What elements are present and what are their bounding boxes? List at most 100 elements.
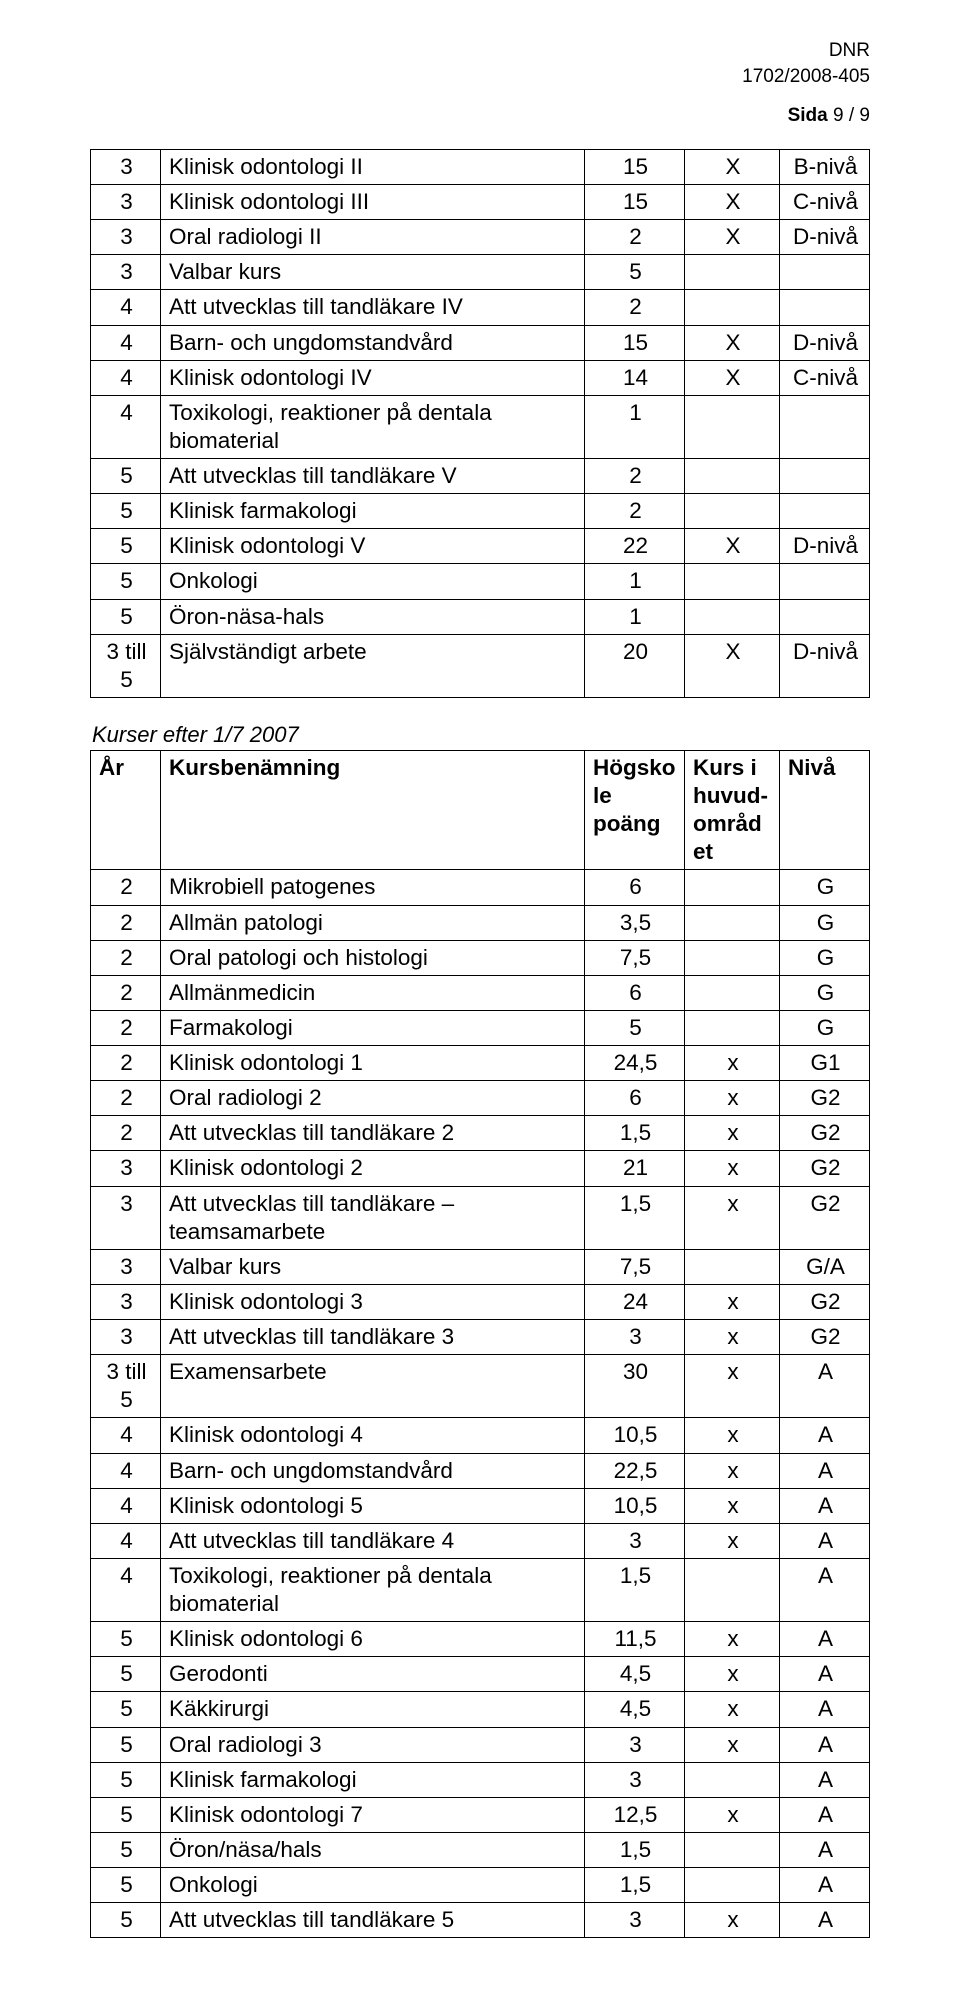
cell-level: G1 — [780, 1046, 870, 1081]
cell-points: 10,5 — [585, 1488, 685, 1523]
table-row: 2Klinisk odontologi 124,5xG1 — [91, 1046, 870, 1081]
cell-level: G2 — [780, 1320, 870, 1355]
table-row: 4Klinisk odontologi 510,5xA — [91, 1488, 870, 1523]
cell-points: 12,5 — [585, 1797, 685, 1832]
cell-main-area: x — [685, 1488, 780, 1523]
cell-main-area: x — [685, 1418, 780, 1453]
cell-year: 3 — [91, 1284, 161, 1319]
cell-points: 15 — [585, 325, 685, 360]
cell-year: 5 — [91, 564, 161, 599]
table-row: 5Klinisk farmakologi2 — [91, 494, 870, 529]
cell-year: 4 — [91, 360, 161, 395]
cell-points: 24 — [585, 1284, 685, 1319]
cell-course-name: Onkologi — [161, 564, 585, 599]
table-row: 4Barn- och ungdomstandvård15XD-nivå — [91, 325, 870, 360]
cell-year: 5 — [91, 1727, 161, 1762]
cell-main-area — [685, 1010, 780, 1045]
table-row: 4Att utvecklas till tandläkare IV2 — [91, 290, 870, 325]
cell-points: 1,5 — [585, 1832, 685, 1867]
cell-course-name: Klinisk odontologi II — [161, 149, 585, 184]
cell-course-name: Klinisk odontologi 1 — [161, 1046, 585, 1081]
cell-main-area — [685, 1249, 780, 1284]
cell-course-name: Valbar kurs — [161, 255, 585, 290]
cell-course-name: Onkologi — [161, 1868, 585, 1903]
cell-year: 5 — [91, 1622, 161, 1657]
cell-course-name: Klinisk odontologi V — [161, 529, 585, 564]
table-row: 4Toxikologi, reaktioner på dentala bioma… — [91, 395, 870, 458]
cell-points: 1 — [585, 599, 685, 634]
courses-table-before-2007: 3Klinisk odontologi II15XB-nivå3Klinisk … — [90, 149, 870, 698]
table-row: 3 till 5Examensarbete30xA — [91, 1355, 870, 1418]
cell-main-area — [685, 1832, 780, 1867]
cell-year: 3 — [91, 220, 161, 255]
table-row: 5Klinisk farmakologi3A — [91, 1762, 870, 1797]
cell-points: 2 — [585, 220, 685, 255]
cell-points: 3 — [585, 1727, 685, 1762]
cell-main-area — [685, 1558, 780, 1621]
table-row: 3Oral radiologi II2XD-nivå — [91, 220, 870, 255]
table-row: 5Öron/näsa/hals1,5A — [91, 1832, 870, 1867]
cell-course-name: Öron-näsa-hals — [161, 599, 585, 634]
cell-main-area: X — [685, 360, 780, 395]
cell-points: 10,5 — [585, 1418, 685, 1453]
section-title-after-2007: Kurser efter 1/7 2007 — [92, 722, 870, 748]
cell-points: 7,5 — [585, 1249, 685, 1284]
cell-points: 2 — [585, 459, 685, 494]
cell-main-area — [685, 599, 780, 634]
cell-points: 1,5 — [585, 1868, 685, 1903]
table-header-row: År Kursbenämning Högskole poäng Kurs i h… — [91, 750, 870, 870]
table-row: 5Oral radiologi 33xA — [91, 1727, 870, 1762]
cell-course-name: Klinisk farmakologi — [161, 1762, 585, 1797]
table-row: 2Allmänmedicin6G — [91, 975, 870, 1010]
cell-points: 6 — [585, 870, 685, 905]
cell-year: 5 — [91, 1832, 161, 1867]
cell-year: 4 — [91, 290, 161, 325]
cell-main-area: x — [685, 1903, 780, 1938]
header-sida: Sida 9 / 9 — [90, 103, 870, 129]
cell-level: A — [780, 1868, 870, 1903]
cell-year: 5 — [91, 494, 161, 529]
cell-level: A — [780, 1622, 870, 1657]
cell-main-area — [685, 459, 780, 494]
table-row: 4Att utvecklas till tandläkare 43xA — [91, 1523, 870, 1558]
table-row: 3Klinisk odontologi III15XC-nivå — [91, 185, 870, 220]
cell-points: 24,5 — [585, 1046, 685, 1081]
cell-points: 4,5 — [585, 1692, 685, 1727]
table-row: 5Öron-näsa-hals1 — [91, 599, 870, 634]
table-row: 3Att utvecklas till tandläkare – teamsam… — [91, 1186, 870, 1249]
cell-course-name: Examensarbete — [161, 1355, 585, 1418]
cell-year: 5 — [91, 1797, 161, 1832]
cell-year: 3 — [91, 1186, 161, 1249]
cell-level: D-nivå — [780, 529, 870, 564]
cell-main-area: x — [685, 1081, 780, 1116]
cell-points: 20 — [585, 634, 685, 697]
cell-course-name: Allmänmedicin — [161, 975, 585, 1010]
cell-course-name: Att utvecklas till tandläkare 5 — [161, 1903, 585, 1938]
cell-course-name: Klinisk odontologi 6 — [161, 1622, 585, 1657]
page: DNR 1702/2008-405 Sida 9 / 9 3Klinisk od… — [0, 0, 960, 1998]
cell-course-name: Klinisk odontologi III — [161, 185, 585, 220]
cell-level: A — [780, 1692, 870, 1727]
table-row: 3Att utvecklas till tandläkare 33xG2 — [91, 1320, 870, 1355]
cell-level: A — [780, 1727, 870, 1762]
cell-course-name: Att utvecklas till tandläkare V — [161, 459, 585, 494]
cell-course-name: Klinisk odontologi 2 — [161, 1151, 585, 1186]
cell-main-area — [685, 564, 780, 599]
table-row: 5Att utvecklas till tandläkare V2 — [91, 459, 870, 494]
cell-course-name: Att utvecklas till tandläkare 4 — [161, 1523, 585, 1558]
table-row: 4Klinisk odontologi 410,5xA — [91, 1418, 870, 1453]
table-row: 3Klinisk odontologi 221xG2 — [91, 1151, 870, 1186]
cell-course-name: Klinisk odontologi 4 — [161, 1418, 585, 1453]
cell-course-name: Farmakologi — [161, 1010, 585, 1045]
cell-year: 3 — [91, 255, 161, 290]
cell-level — [780, 459, 870, 494]
cell-year: 2 — [91, 905, 161, 940]
cell-main-area: X — [685, 325, 780, 360]
cell-course-name: Oral radiologi II — [161, 220, 585, 255]
cell-points: 3 — [585, 1320, 685, 1355]
table-row: 5Klinisk odontologi 712,5xA — [91, 1797, 870, 1832]
cell-main-area: x — [685, 1727, 780, 1762]
cell-level: C-nivå — [780, 185, 870, 220]
cell-year: 5 — [91, 1692, 161, 1727]
cell-year: 5 — [91, 1657, 161, 1692]
